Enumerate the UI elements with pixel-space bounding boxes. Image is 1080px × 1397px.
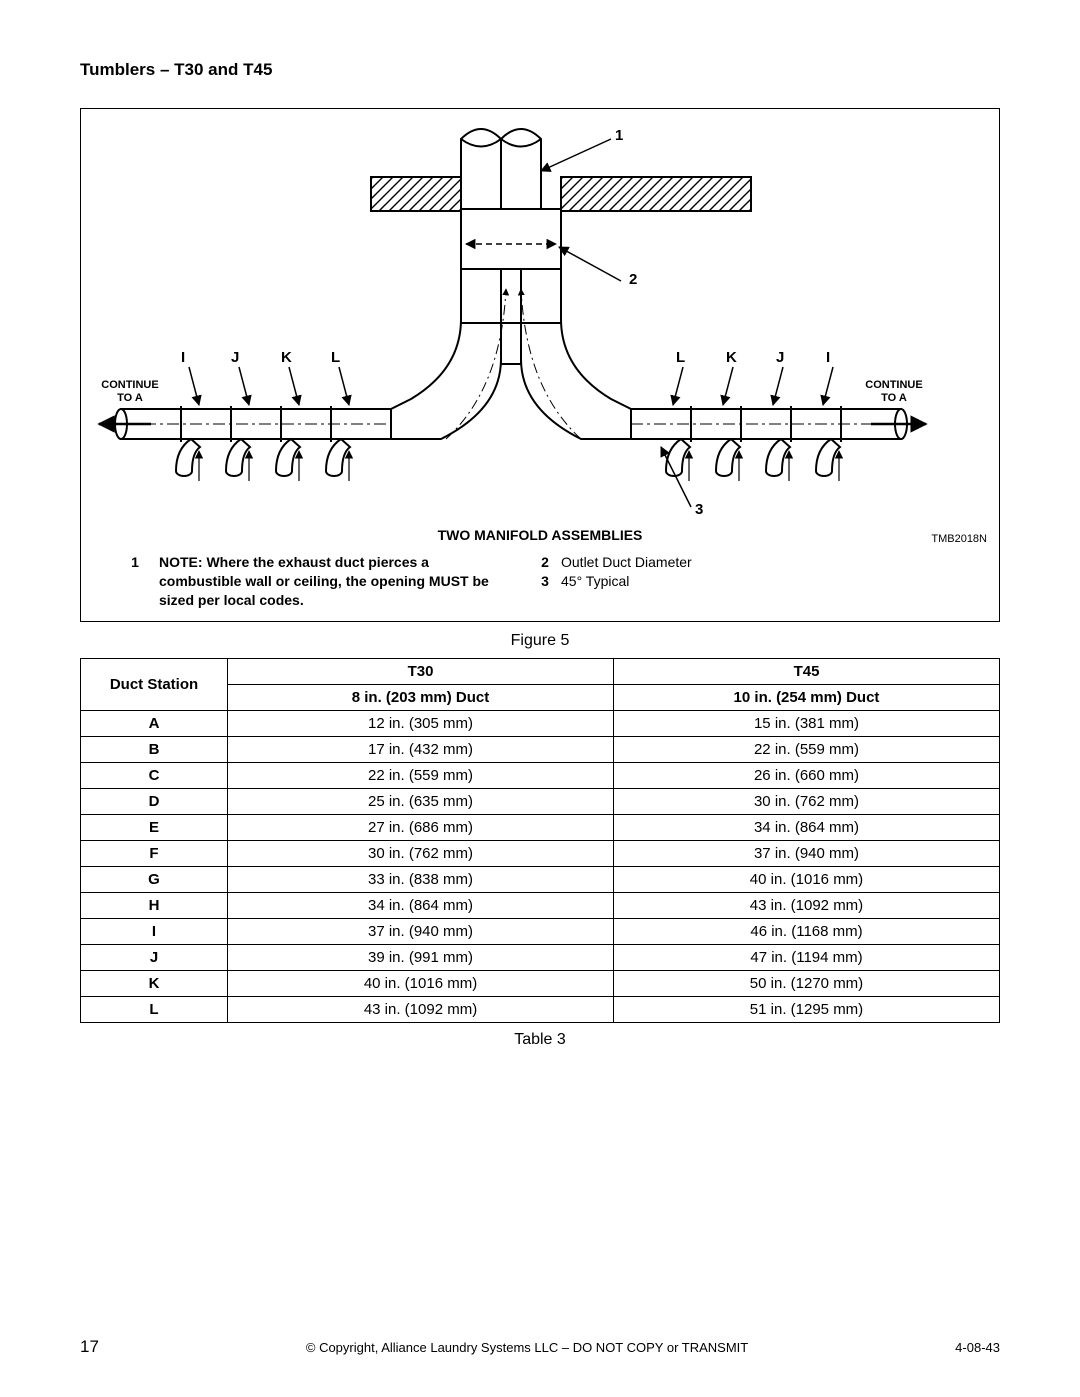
th-t30: T30 bbox=[228, 659, 614, 685]
label-K-right: K bbox=[726, 349, 737, 366]
callout-3: 3 bbox=[695, 501, 703, 518]
cell-t30: 33 in. (838 mm) bbox=[228, 867, 614, 893]
label-J-right: J bbox=[776, 349, 784, 366]
label-I-right: I bbox=[826, 349, 830, 366]
cell-t30: 34 in. (864 mm) bbox=[228, 893, 614, 919]
cell-t45: 34 in. (864 mm) bbox=[614, 815, 1000, 841]
cell-t45: 30 in. (762 mm) bbox=[614, 789, 1000, 815]
duct-table: Duct Station T30 T45 8 in. (203 mm) Duct… bbox=[80, 658, 1000, 1023]
legend-text-2: Outlet Duct Diameter bbox=[561, 553, 692, 572]
legend-num-1: 1 bbox=[111, 553, 159, 610]
cell-station: L bbox=[81, 997, 228, 1023]
cell-t30: 39 in. (991 mm) bbox=[228, 945, 614, 971]
cell-t45: 51 in. (1295 mm) bbox=[614, 997, 1000, 1023]
cell-t30: 12 in. (305 mm) bbox=[228, 711, 614, 737]
cell-t30: 37 in. (940 mm) bbox=[228, 919, 614, 945]
continue-left: CONTINUETO A bbox=[95, 379, 165, 404]
cell-t30: 40 in. (1016 mm) bbox=[228, 971, 614, 997]
cell-t45: 47 in. (1194 mm) bbox=[614, 945, 1000, 971]
cell-t30: 22 in. (559 mm) bbox=[228, 763, 614, 789]
cell-t45: 15 in. (381 mm) bbox=[614, 711, 1000, 737]
th-sub-t30: 8 in. (203 mm) Duct bbox=[228, 685, 614, 711]
th-sub-t45: 10 in. (254 mm) Duct bbox=[614, 685, 1000, 711]
cell-station: A bbox=[81, 711, 228, 737]
cell-station: C bbox=[81, 763, 228, 789]
label-L-left: L bbox=[331, 349, 340, 366]
cell-station: H bbox=[81, 893, 228, 919]
cell-t45: 50 in. (1270 mm) bbox=[614, 971, 1000, 997]
table-row: H34 in. (864 mm)43 in. (1092 mm) bbox=[81, 893, 1000, 919]
table-row: E27 in. (686 mm)34 in. (864 mm) bbox=[81, 815, 1000, 841]
footer-copyright: © Copyright, Alliance Laundry Systems LL… bbox=[306, 1340, 748, 1355]
cell-t30: 25 in. (635 mm) bbox=[228, 789, 614, 815]
cell-station: K bbox=[81, 971, 228, 997]
label-I-left: I bbox=[181, 349, 185, 366]
cell-station: G bbox=[81, 867, 228, 893]
table-row: A12 in. (305 mm)15 in. (381 mm) bbox=[81, 711, 1000, 737]
footer-docnum: 4-08-43 bbox=[955, 1340, 1000, 1355]
label-K-left: K bbox=[281, 349, 292, 366]
cell-station: D bbox=[81, 789, 228, 815]
page-footer: 17 © Copyright, Alliance Laundry Systems… bbox=[80, 1337, 1000, 1357]
legend: 1 NOTE: Where the exhaust duct pierces a… bbox=[111, 553, 969, 610]
label-L-right: L bbox=[676, 349, 685, 366]
cell-station: I bbox=[81, 919, 228, 945]
cell-t30: 17 in. (432 mm) bbox=[228, 737, 614, 763]
table-row: C22 in. (559 mm)26 in. (660 mm) bbox=[81, 763, 1000, 789]
page-title: Tumblers – T30 and T45 bbox=[80, 60, 1000, 80]
callout-2: 2 bbox=[629, 271, 637, 288]
figure-container: 1 2 3 I J K L L K J I CONTINUETO A CONTI… bbox=[80, 108, 1000, 622]
table-row: I37 in. (940 mm)46 in. (1168 mm) bbox=[81, 919, 1000, 945]
cell-t45: 43 in. (1092 mm) bbox=[614, 893, 1000, 919]
legend-text-1: NOTE: Where the exhaust duct pierces a c… bbox=[159, 553, 489, 610]
th-t45: T45 bbox=[614, 659, 1000, 685]
cell-station: E bbox=[81, 815, 228, 841]
table-caption: Table 3 bbox=[80, 1031, 1000, 1049]
cell-t45: 46 in. (1168 mm) bbox=[614, 919, 1000, 945]
continue-right: CONTINUETO A bbox=[859, 379, 929, 404]
cell-station: B bbox=[81, 737, 228, 763]
table-row: F30 in. (762 mm)37 in. (940 mm) bbox=[81, 841, 1000, 867]
cell-t45: 37 in. (940 mm) bbox=[614, 841, 1000, 867]
table-row: D25 in. (635 mm)30 in. (762 mm) bbox=[81, 789, 1000, 815]
table-row: B17 in. (432 mm)22 in. (559 mm) bbox=[81, 737, 1000, 763]
cell-t30: 43 in. (1092 mm) bbox=[228, 997, 614, 1023]
figure-caption: Figure 5 bbox=[80, 632, 1000, 650]
table-row: J39 in. (991 mm)47 in. (1194 mm) bbox=[81, 945, 1000, 971]
footer-page-number: 17 bbox=[80, 1337, 99, 1357]
table-row: K40 in. (1016 mm)50 in. (1270 mm) bbox=[81, 971, 1000, 997]
cell-station: F bbox=[81, 841, 228, 867]
legend-num-2: 2 bbox=[529, 553, 561, 572]
diagram-ref: TMB2018N bbox=[931, 533, 987, 545]
cell-t30: 27 in. (686 mm) bbox=[228, 815, 614, 841]
legend-text-3: 45° Typical bbox=[561, 572, 692, 591]
table-body: A12 in. (305 mm)15 in. (381 mm)B17 in. (… bbox=[81, 711, 1000, 1023]
manifold-diagram bbox=[81, 109, 997, 523]
label-J-left: J bbox=[231, 349, 239, 366]
diagram-title: TWO MANIFOLD ASSEMBLIES bbox=[81, 527, 999, 543]
cell-t45: 22 in. (559 mm) bbox=[614, 737, 1000, 763]
cell-t45: 40 in. (1016 mm) bbox=[614, 867, 1000, 893]
table-row: G33 in. (838 mm)40 in. (1016 mm) bbox=[81, 867, 1000, 893]
cell-t30: 30 in. (762 mm) bbox=[228, 841, 614, 867]
th-duct-station: Duct Station bbox=[81, 659, 228, 711]
table-row: L43 in. (1092 mm)51 in. (1295 mm) bbox=[81, 997, 1000, 1023]
callout-1: 1 bbox=[615, 127, 623, 144]
cell-station: J bbox=[81, 945, 228, 971]
legend-num-3: 3 bbox=[529, 572, 561, 591]
cell-t45: 26 in. (660 mm) bbox=[614, 763, 1000, 789]
